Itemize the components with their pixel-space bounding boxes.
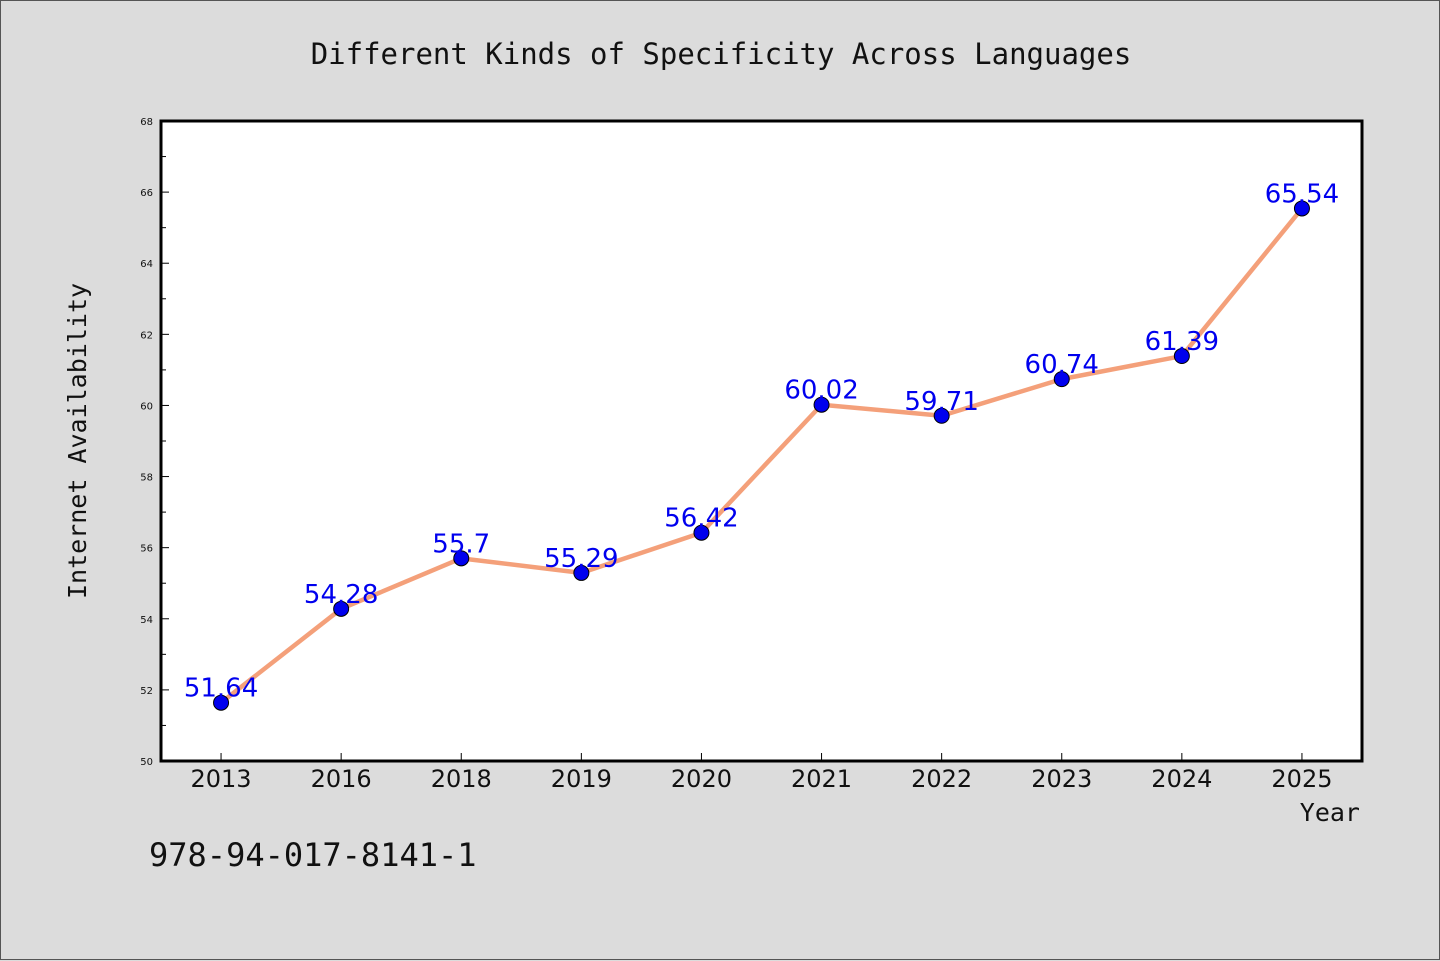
- footer-text: 978-94-017-8141-1: [149, 836, 477, 874]
- data-point: [933, 407, 950, 424]
- data-point: [213, 694, 230, 711]
- y-tick-label: 52: [140, 686, 153, 697]
- y-tick-label: 62: [140, 330, 153, 341]
- y-tick-label: 66: [140, 188, 153, 199]
- x-tick-label: 2023: [1031, 765, 1092, 793]
- plot-area: [159, 119, 1364, 763]
- y-tick-label: 56: [140, 544, 153, 555]
- y-tick-label: 68: [140, 117, 153, 128]
- x-axis-label: Year: [1300, 798, 1360, 827]
- data-point: [813, 396, 830, 413]
- x-axis-ticks: 2013 2016 2018 2019 2020 2021 2022 2023 2024 2025: [191, 753, 1332, 793]
- x-tick-label: 2022: [911, 765, 972, 793]
- x-tick-label: 2016: [311, 765, 372, 793]
- data-point: [1053, 371, 1070, 388]
- data-label: 60.02: [784, 376, 858, 406]
- data-point: [1293, 200, 1310, 217]
- series-line: [218, 206, 1305, 705]
- data-label: 51.64: [184, 674, 258, 704]
- data-point: [573, 564, 590, 581]
- data-point: [453, 550, 470, 567]
- chart-title: Different Kinds of Specificity Across La…: [311, 37, 1132, 71]
- y-tick-label: 64: [140, 259, 153, 270]
- x-tick-label: 2021: [791, 765, 852, 793]
- x-tick-label: 2025: [1271, 765, 1332, 793]
- y-tick-label: 60: [140, 401, 153, 412]
- x-tick-label: 2013: [191, 765, 252, 793]
- data-point: [1173, 348, 1190, 365]
- data-label: 60.74: [1025, 350, 1099, 380]
- y-axis-ticks: 50 52 54 56 58 60 62 64 66 68: [140, 117, 169, 768]
- x-tick-label: 2020: [671, 765, 732, 793]
- x-tick-label: 2019: [551, 765, 612, 793]
- x-tick-label: 2018: [431, 765, 492, 793]
- y-tick-label: 54: [140, 615, 153, 626]
- data-label: 55.29: [544, 544, 618, 574]
- data-point: [333, 600, 350, 617]
- data-label: 55.7: [432, 529, 490, 559]
- data-label: 61.39: [1145, 327, 1219, 357]
- y-tick-label: 58: [140, 473, 153, 484]
- y-axis-label: Internet Availability: [63, 283, 92, 599]
- data-point: [693, 524, 710, 541]
- data-label: 59.71: [904, 387, 978, 417]
- data-labels: 51.64 54.28 55.7 55.29 56.42 60.02 59.71 60.74 6…: [184, 179, 1339, 703]
- y-tick-label: 50: [140, 757, 153, 768]
- data-label: 56.42: [664, 504, 738, 534]
- data-label: 65.54: [1265, 179, 1339, 209]
- x-tick-label: 2024: [1151, 765, 1212, 793]
- data-label: 54.28: [304, 580, 378, 610]
- data-markers: [213, 200, 1310, 711]
